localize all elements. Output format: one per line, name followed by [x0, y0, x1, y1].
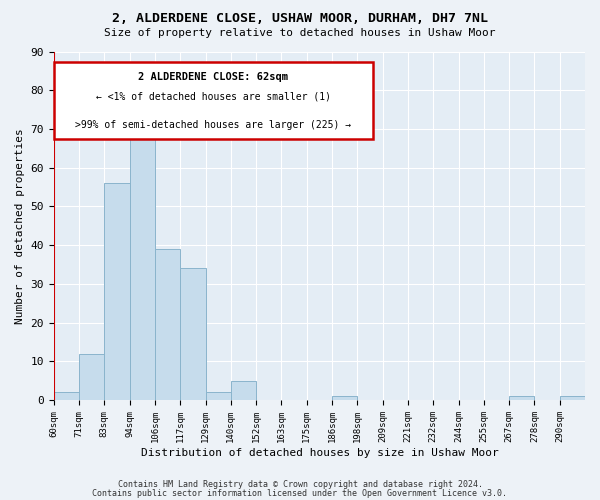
Text: Contains HM Land Registry data © Crown copyright and database right 2024.: Contains HM Land Registry data © Crown c… [118, 480, 482, 489]
Bar [130, 110, 155, 400]
Bar [79, 354, 104, 400]
Bar [560, 396, 585, 400]
Bar [231, 380, 256, 400]
Text: ← <1% of detached houses are smaller (1): ← <1% of detached houses are smaller (1) [95, 92, 331, 102]
Bar [180, 268, 206, 400]
Bar [54, 392, 79, 400]
Bar [332, 396, 358, 400]
Bar [104, 183, 130, 400]
Y-axis label: Number of detached properties: Number of detached properties [15, 128, 25, 324]
Bar [509, 396, 535, 400]
Bar [206, 392, 231, 400]
Text: Size of property relative to detached houses in Ushaw Moor: Size of property relative to detached ho… [104, 28, 496, 38]
Text: 2, ALDERDENE CLOSE, USHAW MOOR, DURHAM, DH7 7NL: 2, ALDERDENE CLOSE, USHAW MOOR, DURHAM, … [112, 12, 488, 26]
Text: 2 ALDERDENE CLOSE: 62sqm: 2 ALDERDENE CLOSE: 62sqm [138, 72, 288, 83]
X-axis label: Distribution of detached houses by size in Ushaw Moor: Distribution of detached houses by size … [140, 448, 498, 458]
Text: >99% of semi-detached houses are larger (225) →: >99% of semi-detached houses are larger … [75, 120, 351, 130]
FancyBboxPatch shape [54, 62, 373, 138]
Bar [155, 249, 180, 400]
Text: Contains public sector information licensed under the Open Government Licence v3: Contains public sector information licen… [92, 489, 508, 498]
